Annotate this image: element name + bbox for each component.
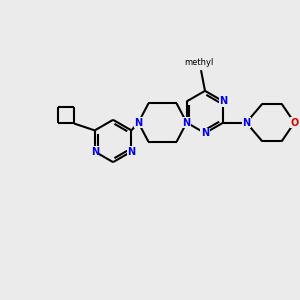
Text: N: N [91, 147, 99, 157]
Text: O: O [290, 118, 298, 128]
Text: methyl: methyl [184, 58, 214, 67]
Text: N: N [134, 118, 142, 128]
Text: N: N [242, 118, 250, 128]
Text: N: N [127, 147, 136, 157]
Text: N: N [219, 96, 227, 106]
Text: N: N [183, 118, 191, 128]
Text: N: N [201, 128, 209, 138]
